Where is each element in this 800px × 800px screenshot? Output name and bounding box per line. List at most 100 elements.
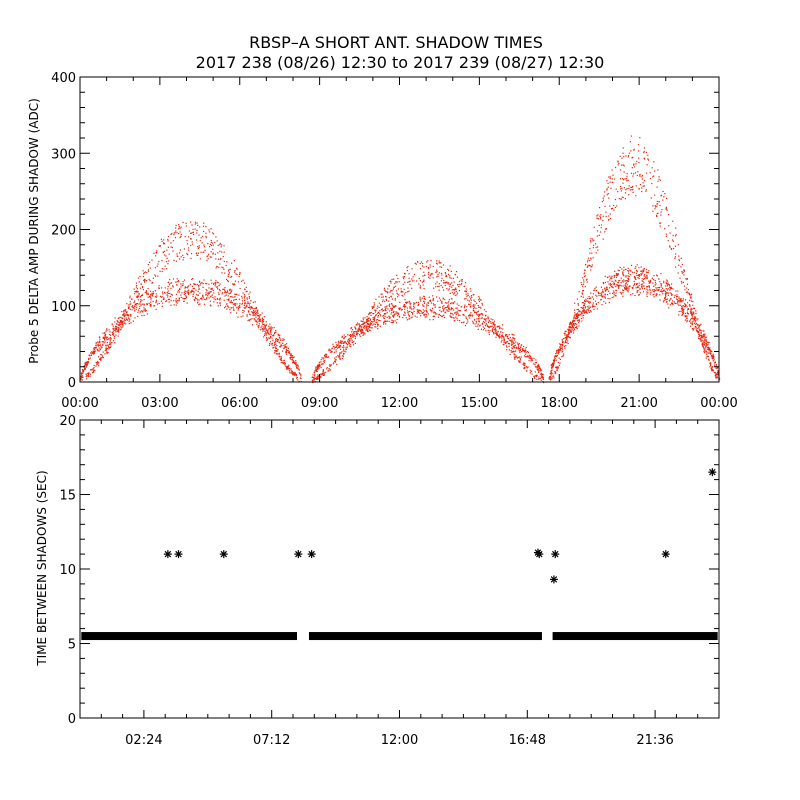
- top-data-point: [446, 282, 449, 284]
- top-data-point: [215, 258, 217, 260]
- top-data-point: [341, 335, 343, 337]
- top-data-point: [514, 357, 516, 359]
- top-data-point: [208, 293, 210, 295]
- top-data-point: [457, 319, 459, 321]
- top-data-point: [474, 323, 476, 325]
- top-data-point: [183, 293, 185, 295]
- top-data-point: [144, 310, 146, 312]
- top-data-point: [326, 367, 328, 369]
- bottom-y-axis-label: TIME BETWEEN SHADOWS (SEC): [35, 470, 49, 666]
- top-data-point: [700, 337, 702, 339]
- top-data-point: [653, 285, 655, 287]
- top-data-point: [292, 361, 294, 364]
- top-data-point: [328, 368, 330, 370]
- top-data-point: [280, 344, 282, 346]
- top-data-point: [662, 199, 664, 201]
- top-data-point: [629, 269, 631, 271]
- top-data-point: [448, 307, 450, 310]
- top-data-point: [372, 318, 374, 320]
- top-data-point: [338, 356, 340, 358]
- top-data-point: [329, 364, 331, 366]
- top-data-point: [219, 263, 221, 265]
- top-data-point: [586, 281, 588, 283]
- top-data-point: [196, 254, 198, 256]
- top-data-point: [449, 286, 451, 288]
- top-data-point: [437, 300, 439, 302]
- top-data-point: [438, 272, 440, 274]
- top-data-point: [442, 307, 444, 309]
- top-data-point: [649, 282, 651, 284]
- top-data-point: [98, 350, 100, 352]
- top-data-point: [403, 276, 405, 278]
- top-data-point: [451, 302, 453, 304]
- top-data-point: [205, 294, 207, 296]
- top-data-point: [398, 309, 401, 311]
- top-data-point: [217, 258, 219, 260]
- top-data-point: [688, 304, 691, 306]
- top-data-point: [147, 296, 149, 298]
- top-data-point: [574, 309, 576, 311]
- top-data-point: [356, 333, 358, 335]
- top-data-point: [681, 313, 683, 316]
- top-data-point: [615, 280, 617, 282]
- top-data-point: [359, 335, 361, 337]
- top-data-point: [137, 311, 139, 313]
- top-data-point: [612, 181, 614, 183]
- top-data-point: [631, 188, 633, 191]
- top-data-point: [199, 240, 201, 242]
- top-data-point: [613, 204, 615, 207]
- top-data-point: [504, 335, 507, 337]
- top-data-point: [458, 290, 460, 292]
- top-data-point: [537, 365, 539, 367]
- top-data-point: [81, 369, 84, 371]
- top-data-point: [705, 344, 707, 346]
- top-data-point: [219, 258, 221, 260]
- top-data-point: [138, 293, 140, 295]
- top-data-point: [410, 302, 412, 304]
- top-data-point: [450, 312, 452, 314]
- top-data-point: [444, 312, 446, 314]
- top-data-point: [636, 283, 638, 285]
- top-data-point: [389, 305, 391, 307]
- top-data-point: [312, 379, 314, 381]
- top-data-point: [578, 314, 580, 316]
- top-data-point: [669, 289, 671, 291]
- top-data-point: [558, 350, 560, 352]
- top-data-point: [185, 295, 187, 297]
- top-data-point: [580, 311, 582, 313]
- top-data-point: [436, 262, 438, 264]
- top-data-point: [408, 315, 410, 317]
- top-data-point: [694, 318, 696, 320]
- top-data-point: [618, 280, 620, 282]
- top-data-point: [406, 307, 408, 309]
- top-data-point: [602, 282, 604, 284]
- top-data-point: [600, 294, 603, 296]
- top-data-point: [688, 308, 690, 310]
- top-data-point: [643, 275, 645, 277]
- top-data-point: [347, 340, 349, 342]
- top-data-point: [175, 304, 177, 306]
- top-data-point: [647, 159, 650, 161]
- top-data-point: [436, 281, 438, 283]
- top-data-point: [334, 360, 336, 362]
- top-data-point: [274, 342, 276, 344]
- top-data-point: [277, 349, 279, 351]
- top-data-point: [656, 214, 658, 216]
- top-data-point: [710, 350, 712, 352]
- top-data-point: [287, 347, 289, 349]
- top-data-point: [550, 369, 552, 372]
- top-data-point: [282, 350, 284, 352]
- top-data-point: [104, 339, 106, 341]
- top-data-point: [636, 287, 639, 289]
- top-data-point: [538, 365, 540, 368]
- top-data-point: [297, 364, 299, 366]
- top-data-point: [605, 211, 607, 213]
- top-data-point: [478, 318, 480, 320]
- top-data-point: [382, 299, 384, 301]
- top-data-point: [568, 326, 570, 329]
- top-data-point: [390, 313, 392, 315]
- top-data-point: [635, 185, 637, 187]
- top-data-point: [102, 357, 104, 359]
- top-data-point: [125, 314, 128, 316]
- top-data-point: [535, 359, 537, 361]
